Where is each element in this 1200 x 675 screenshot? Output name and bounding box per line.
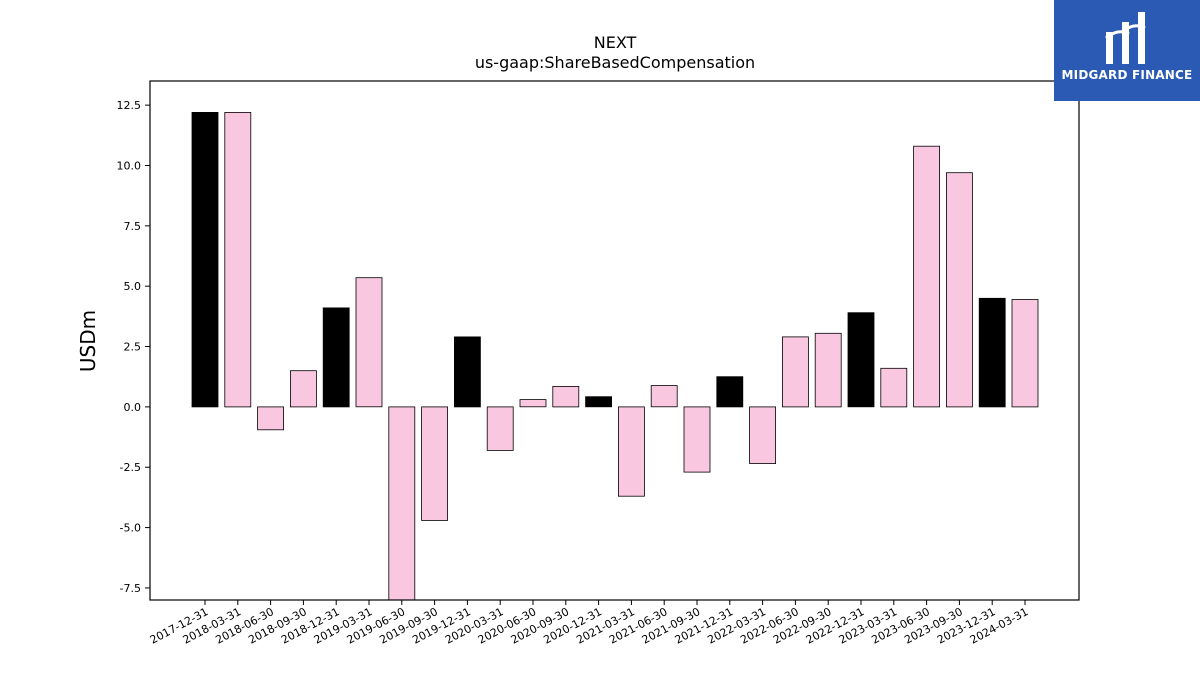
bar-2024-03-31 — [1011, 299, 1039, 408]
bar-2020-03-31 — [486, 406, 514, 451]
bar-2021-06-30 — [650, 385, 678, 408]
x-axis: 2017-12-312018-03-312018-06-302018-09-30… — [148, 600, 1030, 647]
bar-2020-09-30 — [552, 385, 580, 408]
y-tick-label: 0.0 — [124, 401, 142, 414]
chart-subtitle: us-gaap:ShareBasedCompensation — [475, 53, 755, 72]
bar-2023-12-31 — [978, 297, 1006, 408]
y-tick-label: 5.0 — [124, 280, 142, 293]
bar-2023-09-30 — [946, 172, 973, 408]
plot-frame — [149, 80, 1080, 601]
bar-2021-03-31 — [618, 406, 645, 497]
bars-layer — [191, 112, 1039, 601]
bar-2022-09-30 — [814, 332, 842, 408]
bar-2018-09-30 — [289, 370, 317, 408]
bar-2020-06-30 — [519, 399, 547, 408]
y-tick-label: -7.5 — [120, 582, 141, 595]
bar-2022-06-30 — [782, 336, 809, 408]
y-tick-label: 12.5 — [117, 99, 142, 112]
y-tick-label: 7.5 — [124, 220, 142, 233]
bar-2019-03-31 — [355, 277, 383, 408]
bar-2023-03-31 — [880, 367, 908, 408]
bar-2022-03-31 — [749, 406, 776, 464]
bar-2019-06-30 — [388, 406, 416, 601]
bar-2022-12-31 — [847, 312, 875, 408]
bar-2021-09-30 — [683, 406, 711, 473]
bar-2018-06-30 — [257, 406, 285, 431]
bar-2021-12-31 — [716, 376, 744, 408]
bar-2017-12-31 — [191, 112, 219, 408]
bar-2019-09-30 — [421, 406, 449, 521]
y-tick-label: -2.5 — [120, 461, 141, 474]
chart-title: NEXT — [594, 33, 637, 52]
bar-2018-12-31 — [322, 307, 350, 408]
brand-name: MIDGARD FINANCE — [1061, 68, 1193, 82]
bar-2023-06-30 — [913, 145, 940, 408]
y-axis: -7.5 -5.0 -2.5 0.0 2.5 5.0 7.5 10.0 12.5 — [117, 99, 150, 595]
y-axis-label: USDm — [76, 310, 100, 372]
midgard-logo-icon — [1105, 12, 1146, 64]
bar-2018-03-31 — [224, 112, 252, 408]
y-tick-label: 2.5 — [124, 341, 142, 354]
y-tick-label: -5.0 — [120, 522, 141, 535]
midgard-finance-logo: MIDGARD FINANCE — [1054, 0, 1200, 101]
bar-2020-12-31 — [585, 396, 612, 408]
y-tick-label: 10.0 — [117, 159, 142, 172]
bar-2019-12-31 — [453, 336, 481, 408]
